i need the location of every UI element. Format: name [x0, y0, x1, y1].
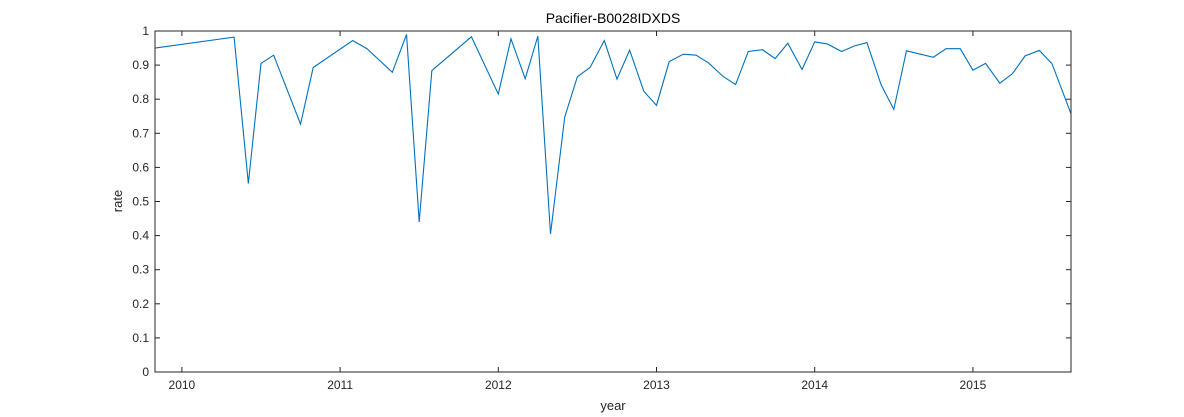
x-tick-label: 2015: [960, 378, 987, 392]
x-tick-label: 2013: [643, 378, 670, 392]
plot-area: [155, 31, 1071, 372]
x-tick-label: 2014: [801, 378, 828, 392]
x-tick-label: 2012: [485, 378, 512, 392]
plot-box: [154, 30, 1072, 373]
y-tick-label: 0.4: [132, 229, 149, 243]
y-tick-label: 0.5: [132, 195, 149, 209]
y-axis-label: rate: [110, 190, 125, 212]
y-tick-label: 0.2: [132, 297, 149, 311]
axis-ticks: 0 0.1 0.2 0.3 0.4 0.5 0.6 0.7 0.8 0.9 1 2010 2011 201…: [132, 24, 1071, 392]
series-line: [154, 34, 1072, 234]
y-tick-label: 0.7: [132, 126, 149, 140]
chart-title: Pacifier-B0028IDXDS: [546, 10, 681, 26]
y-tick-label: 0.6: [132, 160, 149, 174]
x-tick-label: 2011: [327, 378, 353, 392]
y-tick-label: 0.9: [132, 58, 149, 72]
series-group: [154, 34, 1072, 234]
x-axis-label: year: [600, 398, 626, 413]
y-tick-label: 0.8: [132, 92, 149, 106]
y-tick-label: 0.3: [132, 263, 149, 277]
x-tick-label: 2010: [169, 378, 196, 392]
y-tick-label: 1: [142, 24, 149, 38]
y-tick-label: 0.1: [132, 331, 149, 345]
y-tick-label: 0: [142, 365, 149, 379]
